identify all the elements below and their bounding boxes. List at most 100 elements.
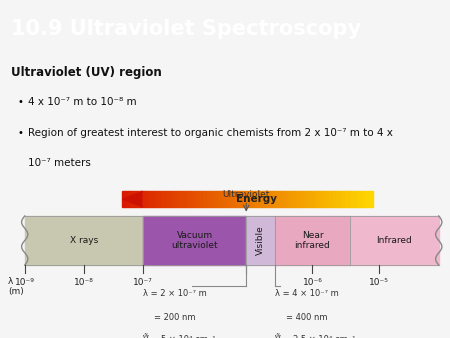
Text: = 400 nm: = 400 nm <box>287 313 328 322</box>
Bar <box>273 191 276 207</box>
Bar <box>143 216 246 265</box>
Bar <box>216 191 219 207</box>
Bar <box>314 191 317 207</box>
Bar <box>229 191 232 207</box>
Bar <box>266 191 270 207</box>
Bar <box>181 191 184 207</box>
Bar <box>25 216 143 265</box>
Bar <box>370 191 373 207</box>
Text: Ultraviolet (UV) region: Ultraviolet (UV) region <box>11 66 162 79</box>
Bar <box>232 191 235 207</box>
Bar <box>153 191 156 207</box>
Text: 10⁻⁵: 10⁻⁵ <box>369 278 389 287</box>
Bar <box>150 191 153 207</box>
Bar <box>310 191 314 207</box>
Bar <box>285 191 288 207</box>
Bar <box>295 191 298 207</box>
Text: •: • <box>17 97 23 107</box>
Bar <box>342 191 345 207</box>
Text: Ultraviolet: Ultraviolet <box>223 190 270 199</box>
Bar <box>288 191 292 207</box>
Bar <box>301 191 304 207</box>
Text: = 200 nm: = 200 nm <box>154 313 195 322</box>
Text: λ = 4 × 10⁻⁷ m: λ = 4 × 10⁻⁷ m <box>275 289 339 298</box>
Bar <box>225 191 229 207</box>
Bar <box>279 191 282 207</box>
Bar <box>355 191 358 207</box>
Bar <box>358 191 361 207</box>
Bar <box>350 216 439 265</box>
Bar <box>292 191 295 207</box>
Bar <box>298 191 301 207</box>
Text: Region of greatest interest to organic chemists from 2 x 10⁻⁷ m to 4 x: Region of greatest interest to organic c… <box>28 128 393 138</box>
Text: 10⁻⁷: 10⁻⁷ <box>133 278 153 287</box>
Bar <box>246 216 275 265</box>
Bar <box>162 191 166 207</box>
Text: Visible: Visible <box>256 226 265 256</box>
Bar <box>191 191 194 207</box>
Text: Infrared: Infrared <box>376 236 412 245</box>
Text: 10⁻⁹: 10⁻⁹ <box>15 278 35 287</box>
Bar <box>134 191 137 207</box>
Bar <box>244 191 248 207</box>
Bar <box>207 191 210 207</box>
Bar <box>131 191 134 207</box>
Bar <box>329 191 333 207</box>
Bar <box>364 191 367 207</box>
Bar <box>336 191 339 207</box>
Bar <box>203 191 207 207</box>
Text: 10⁻⁸: 10⁻⁸ <box>74 278 94 287</box>
Bar <box>257 191 260 207</box>
Bar <box>188 191 191 207</box>
Bar <box>351 191 355 207</box>
Bar <box>222 191 225 207</box>
Bar <box>348 191 351 207</box>
Text: Vacuum
ultraviolet: Vacuum ultraviolet <box>171 231 218 250</box>
Bar <box>144 191 147 207</box>
Bar <box>200 191 203 207</box>
Bar <box>333 191 336 207</box>
Bar <box>213 191 216 207</box>
Bar <box>260 191 263 207</box>
Text: X rays: X rays <box>70 236 98 245</box>
Bar <box>307 191 310 207</box>
Text: 10.9 Ultraviolet Spectroscopy: 10.9 Ultraviolet Spectroscopy <box>11 19 361 39</box>
Bar <box>128 191 131 207</box>
Bar <box>251 191 254 207</box>
Bar <box>219 191 222 207</box>
Bar <box>235 191 238 207</box>
Bar <box>304 191 307 207</box>
Bar <box>241 191 244 207</box>
Bar <box>254 191 257 207</box>
Bar <box>169 191 172 207</box>
Bar <box>184 191 188 207</box>
Bar <box>263 191 266 207</box>
Bar <box>210 191 213 207</box>
Bar <box>137 191 140 207</box>
Bar <box>282 191 285 207</box>
Text: Energy: Energy <box>236 194 277 204</box>
Bar <box>238 191 241 207</box>
Text: •: • <box>17 128 23 138</box>
Bar <box>147 191 150 207</box>
Bar <box>140 191 144 207</box>
Text: Ṽ̃ = 5 × 10⁴ cm⁻¹: Ṽ̃ = 5 × 10⁴ cm⁻¹ <box>143 335 216 338</box>
Bar <box>175 191 178 207</box>
Bar <box>197 191 200 207</box>
Bar <box>275 216 350 265</box>
Bar <box>339 191 342 207</box>
Text: Ṽ̃ = 2.5 × 10⁴ cm⁻¹: Ṽ̃ = 2.5 × 10⁴ cm⁻¹ <box>275 335 356 338</box>
Bar <box>317 191 320 207</box>
Bar <box>323 191 326 207</box>
Bar <box>178 191 181 207</box>
Text: 10⁻⁷ meters: 10⁻⁷ meters <box>28 159 91 168</box>
Bar <box>270 191 273 207</box>
Bar <box>248 191 251 207</box>
Bar <box>156 191 159 207</box>
Bar <box>122 191 125 207</box>
Text: λ
(m): λ (m) <box>8 277 24 296</box>
Bar <box>367 191 370 207</box>
Bar <box>125 191 128 207</box>
Bar <box>276 191 279 207</box>
Bar <box>194 191 197 207</box>
